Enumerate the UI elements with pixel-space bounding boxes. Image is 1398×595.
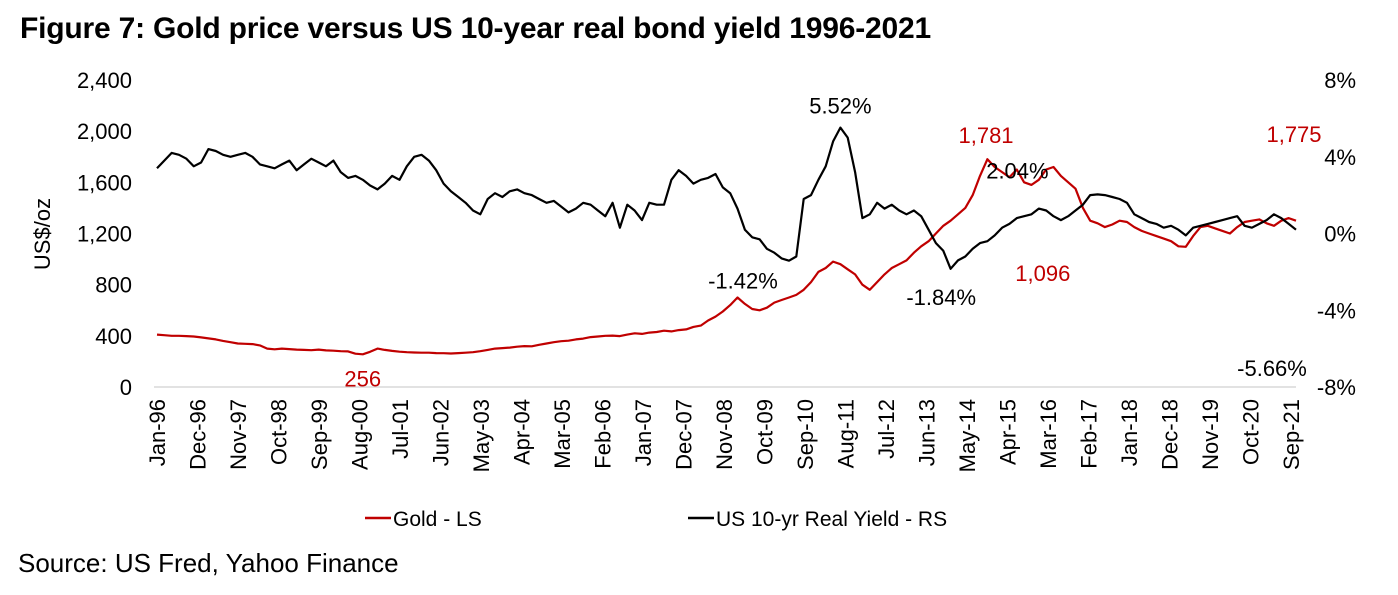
left-y-tick-label: 0 — [120, 375, 132, 400]
x-tick-label: Nov-08 — [712, 399, 737, 470]
x-tick-label: Jun-13 — [915, 399, 940, 466]
left-y-axis: 2,400 2,000 1,600 1,200 800 400 0 — [77, 68, 132, 400]
left-y-tick-label: 2,000 — [77, 119, 132, 144]
left-y-tick-label: 1,600 — [77, 170, 132, 195]
x-tick-label: Jan-96 — [145, 399, 170, 466]
left-y-tick-label: 800 — [95, 273, 132, 298]
data-label: 1,781 — [958, 123, 1013, 148]
x-tick-label: May-14 — [955, 399, 980, 472]
x-tick-label: Sep-10 — [793, 399, 818, 470]
data-label: 1,775 — [1266, 122, 1321, 147]
x-tick-label: Jan-18 — [1117, 399, 1142, 466]
x-tick-label: Sep-99 — [307, 399, 332, 470]
data-label: -1.84% — [906, 285, 976, 310]
x-tick-label: Dec-18 — [1158, 399, 1183, 470]
x-tick-label: Mar-05 — [550, 399, 575, 469]
x-tick-label: Sep-21 — [1279, 399, 1304, 470]
x-tick-label: Aug-00 — [348, 399, 373, 470]
x-tick-label: Oct-98 — [267, 399, 292, 465]
x-tick-label: Mar-16 — [1036, 399, 1061, 469]
x-tick-label: Dec-96 — [186, 399, 211, 470]
data-label: 256 — [344, 366, 381, 391]
x-tick-label: Jun-02 — [429, 399, 454, 466]
x-tick-label: Jan-07 — [631, 399, 656, 466]
x-tick-label: Apr-04 — [510, 399, 535, 465]
data-label: 5.52% — [809, 94, 871, 119]
right-y-tick-label: 8% — [1324, 68, 1356, 93]
legend-label: US 10-yr Real Yield - RS — [716, 508, 947, 531]
left-y-axis-label: US$/oz — [30, 198, 55, 270]
data-label: 1,096 — [1015, 261, 1070, 286]
data-label: -5.66% — [1237, 356, 1307, 381]
right-y-tick-label: -4% — [1317, 298, 1356, 323]
right-y-axis: 8% 4% 0% -4% -8% — [1317, 68, 1356, 400]
right-y-tick-label: 4% — [1324, 145, 1356, 170]
x-tick-label: Apr-15 — [996, 399, 1021, 465]
right-y-tick-label: -8% — [1317, 375, 1356, 400]
chart-title: Figure 7: Gold price versus US 10-year r… — [20, 12, 931, 45]
legend-label: Gold - LS — [393, 508, 482, 531]
x-tick-label: Nov-19 — [1198, 399, 1223, 470]
x-tick-label: Feb-17 — [1077, 399, 1102, 469]
x-tick-label: May-03 — [469, 399, 494, 472]
data-label: -1.42% — [708, 269, 778, 294]
x-tick-label: Feb-06 — [591, 399, 616, 469]
x-tick-label: Jul-01 — [388, 399, 413, 459]
left-y-tick-label: 2,400 — [77, 68, 132, 93]
x-axis: Jan-96 Dec-96 Nov-97 Oct-98 Sep-99 Aug-00 Jul-… — [145, 399, 1304, 472]
series-layer — [156, 126, 1297, 356]
source-note: Source: US Fred, Yahoo Finance — [18, 548, 399, 578]
x-tick-label: Aug-11 — [834, 399, 859, 468]
x-tick-label: Oct-09 — [753, 399, 778, 465]
x-tick-label: Nov-97 — [226, 399, 251, 470]
x-tick-label: Dec-07 — [672, 399, 697, 470]
gold-price-line — [156, 158, 1297, 356]
real-yield-line — [156, 126, 1297, 270]
left-y-tick-label: 400 — [95, 324, 132, 349]
x-tick-label: Oct-20 — [1239, 399, 1264, 465]
x-tick-label: Jul-12 — [874, 399, 899, 459]
legend: Gold - LS US 10-yr Real Yield - RS — [365, 508, 947, 531]
annotations: 256 1,781 1,096 1,775 5.52% -1.42% -1.84% 2.04%… — [344, 94, 1321, 392]
right-y-tick-label: 0% — [1324, 222, 1356, 247]
left-y-tick-label: 1,200 — [77, 222, 132, 247]
data-label: 2.04% — [986, 158, 1048, 183]
